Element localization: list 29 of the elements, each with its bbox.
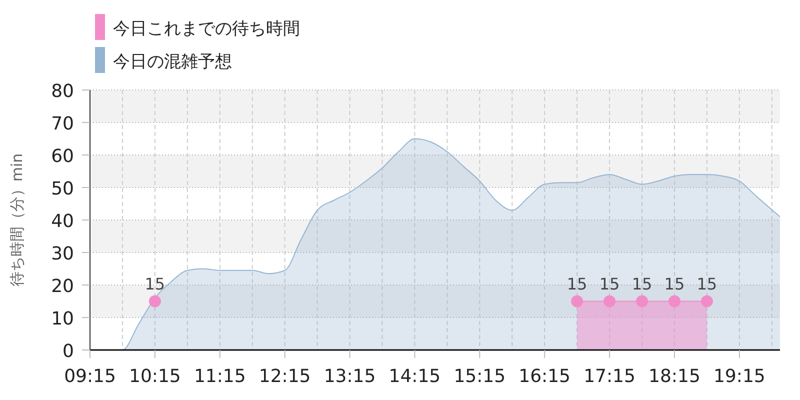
legend-label: 今日の混雑予想 xyxy=(113,52,232,72)
x-tick-label: 16:15 xyxy=(518,366,571,387)
data-label: 15 xyxy=(566,274,588,294)
x-tick-label: 14:15 xyxy=(388,366,441,387)
x-tick-label: 18:15 xyxy=(648,366,700,387)
y-tick-label: 20 xyxy=(51,276,74,297)
y-tick-label: 30 xyxy=(51,244,74,264)
data-label: 15 xyxy=(599,274,620,294)
x-tick-label: 13:15 xyxy=(324,366,376,387)
x-tick-label: 12:15 xyxy=(258,366,311,387)
data-label: 15 xyxy=(696,274,718,294)
x-tick-label: 15:15 xyxy=(454,366,506,387)
data-label: 15 xyxy=(664,274,685,294)
data-label: 15 xyxy=(144,274,166,294)
legend-label: 今日これまでの待ち時間 xyxy=(113,19,300,39)
y-tick-label: 70 xyxy=(51,114,74,134)
y-tick-label: 80 xyxy=(51,81,74,102)
y-axis-title: 待ち時間（分）min xyxy=(8,153,26,287)
x-tick-label: 09:15 xyxy=(64,366,116,387)
x-tick-label: 17:15 xyxy=(584,366,636,387)
y-tick-label: 60 xyxy=(51,146,74,167)
x-tick-label: 11:15 xyxy=(194,366,246,387)
x-tick-label: 19:15 xyxy=(713,366,766,387)
y-tick-label: 40 xyxy=(51,211,74,232)
y-tick-label: 50 xyxy=(51,178,74,200)
y-tick-label: 10 xyxy=(51,308,74,330)
data-label: 15 xyxy=(632,274,652,294)
x-tick-label: 10:15 xyxy=(129,366,181,387)
y-tick-label: 0 xyxy=(62,341,74,362)
